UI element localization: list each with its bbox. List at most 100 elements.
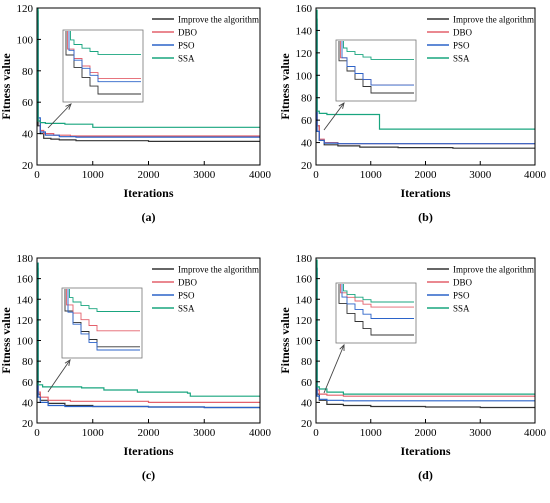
zoom-inset-line-dbo	[66, 289, 140, 332]
x-tick-label: 4000	[524, 427, 547, 439]
x-tick-label: 1000	[82, 427, 105, 439]
legend-label-improved: Improve the algorithm	[178, 15, 259, 25]
legend-label-dbo: DBO	[453, 28, 473, 38]
series-line-ssa	[316, 9, 535, 130]
x-axis-label: Iterations	[401, 186, 451, 200]
y-tick-label: 20	[22, 418, 34, 430]
series-line-pso	[316, 24, 535, 145]
zoom-arrow-head	[64, 359, 71, 366]
series-line-ssa	[37, 8, 260, 128]
y-tick-label: 100	[296, 336, 313, 348]
x-tick-label: 0	[34, 169, 40, 181]
zoom-inset	[335, 39, 417, 102]
y-tick-label: 100	[17, 336, 34, 348]
zoom-inset-line-pso	[341, 284, 414, 319]
zoom-inset-line-ssa	[343, 284, 414, 303]
y-tick-label: 60	[301, 377, 313, 389]
legend-label-ssa: SSA	[453, 54, 470, 64]
zoom-inset	[335, 282, 417, 344]
zoom-inset-line-improved	[338, 41, 414, 94]
chart-panel-2: 0 1000 2000 3000 4000 20 40 60 80 100 120 140 160 Ite…	[278, 3, 547, 224]
x-tick-label: 4000	[249, 169, 272, 181]
series-line-pso	[37, 262, 260, 409]
y-tick-label: 40	[301, 397, 313, 409]
zoom-inset-line-ssa	[70, 31, 141, 55]
legend: Improve the algorithm DBO PSO SSA	[427, 15, 534, 64]
y-tick-label: 140	[296, 294, 313, 306]
x-tick-label: 2000	[415, 427, 438, 439]
zoom-inset-line-dbo	[67, 31, 141, 80]
chart-panel-4: 0 1000 2000 3000 4000 20 40 60 80 100 120 140 160 180…	[278, 253, 547, 482]
x-tick-label: 3000	[469, 169, 492, 181]
y-tick-label: 20	[301, 160, 313, 172]
y-axis-label: Fitness value	[278, 53, 292, 120]
zoom-inset-line-ssa	[69, 289, 140, 312]
series-line-ssa	[316, 259, 535, 395]
x-tick-label: 3000	[469, 427, 492, 439]
legend-label-dbo: DBO	[178, 28, 198, 38]
legend-label-pso: PSO	[453, 291, 470, 301]
y-tick-label: 180	[17, 253, 34, 265]
y-tick-label: 80	[22, 66, 34, 78]
y-tick-label: 100	[17, 34, 34, 46]
zoom-arrow	[47, 103, 72, 129]
zoom-arrow-shaft	[47, 103, 72, 129]
legend-label-pso: PSO	[178, 291, 195, 301]
legend-label-pso: PSO	[178, 41, 195, 51]
y-tick-label: 180	[296, 253, 313, 265]
x-tick-label: 3000	[193, 169, 216, 181]
y-tick-label: 40	[301, 138, 313, 150]
x-tick-label: 1000	[82, 169, 105, 181]
y-tick-label: 120	[296, 315, 313, 327]
chart-panel-1: 0 1000 2000 3000 4000 20 40 60 80 100 120 Iteration…	[0, 3, 272, 224]
zoom-arrow-head	[339, 343, 345, 352]
zoom-arrow	[47, 359, 71, 393]
zoom-arrow-head	[65, 103, 72, 110]
y-tick-label: 20	[301, 418, 313, 430]
zoom-inset-line-pso	[68, 31, 141, 83]
y-tick-label: 100	[296, 70, 313, 82]
x-tick-label: 0	[313, 169, 319, 181]
zoom-inset-line-dbo	[340, 284, 414, 308]
y-tick-label: 140	[17, 294, 34, 306]
series-lines	[316, 9, 535, 149]
legend-label-ssa: SSA	[178, 54, 195, 64]
legend-label-improved: Improve the algorithm	[453, 15, 534, 25]
panel-label: (c)	[142, 468, 155, 482]
legend: Improve the algorithm DBO PSO SSA	[427, 265, 534, 314]
zoom-inset-line-pso	[341, 41, 414, 86]
y-axis-label: Fitness value	[278, 307, 292, 374]
zoom-inset	[62, 29, 144, 103]
y-tick-label: 160	[296, 3, 313, 15]
x-tick-label: 2000	[415, 169, 438, 181]
series-lines	[37, 8, 260, 142]
legend-label-dbo: DBO	[178, 278, 198, 288]
y-axis-label: Fitness value	[0, 307, 13, 374]
zoom-inset-line-pso	[67, 289, 140, 351]
x-tick-label: 4000	[524, 169, 547, 181]
y-tick-label: 40	[22, 397, 34, 409]
y-tick-label: 20	[22, 160, 34, 172]
y-tick-label: 80	[301, 93, 313, 105]
y-tick-label: 160	[17, 274, 34, 286]
series-line-ssa	[37, 262, 260, 397]
zoom-inset-line-improved	[338, 284, 414, 336]
x-tick-label: 3000	[193, 427, 216, 439]
y-tick-label: 120	[296, 48, 313, 60]
series-lines	[316, 259, 535, 409]
panel-label: (d)	[418, 468, 433, 482]
y-axis-label: Fitness value	[0, 53, 13, 120]
zoom-arrow-head	[338, 102, 345, 109]
legend-label-pso: PSO	[453, 41, 470, 51]
legend: Improve the algorithm DBO PSO SSA	[152, 265, 259, 314]
chart-panel-3: 0 1000 2000 3000 4000 20 40 60 80 100 120 140 160 180…	[0, 253, 272, 482]
y-tick-label: 80	[301, 356, 313, 368]
panel-label: (a)	[142, 210, 156, 224]
x-tick-label: 2000	[138, 427, 161, 439]
zoom-inset	[61, 287, 143, 359]
y-tick-label: 140	[296, 25, 313, 37]
y-tick-label: 60	[22, 97, 34, 109]
x-axis-label: Iterations	[401, 444, 451, 458]
x-tick-label: 1000	[360, 427, 383, 439]
